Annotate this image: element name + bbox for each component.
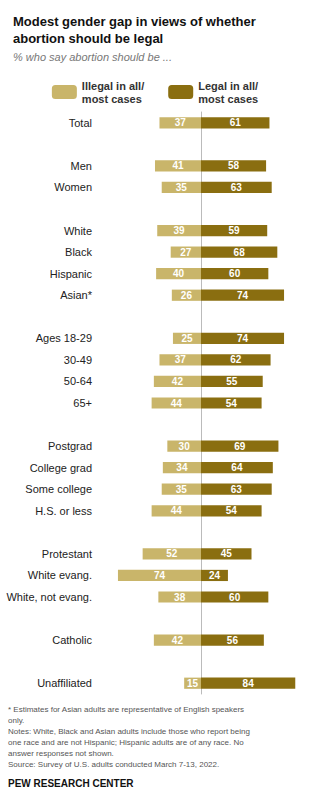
svg-text:College grad: College grad	[30, 462, 92, 474]
svg-text:Asian*: Asian*	[60, 289, 93, 301]
svg-text:35: 35	[176, 182, 188, 193]
svg-text:54: 54	[226, 505, 238, 516]
svg-text:Source: Survey of U.S. adults: Source: Survey of U.S. adults conducted …	[8, 760, 219, 769]
svg-text:30: 30	[179, 441, 191, 452]
svg-text:Some college: Some college	[25, 483, 92, 495]
svg-text:PEW RESEARCH CENTER: PEW RESEARCH CENTER	[8, 778, 134, 789]
svg-text:63: 63	[231, 182, 243, 193]
svg-text:39: 39	[174, 225, 186, 236]
svg-text:26: 26	[181, 290, 193, 301]
svg-text:Hispanic: Hispanic	[50, 268, 93, 280]
svg-text:58: 58	[228, 160, 240, 171]
svg-text:42: 42	[172, 376, 184, 387]
svg-text:74: 74	[154, 570, 166, 581]
svg-text:only.: only.	[8, 716, 24, 725]
svg-text:H.S. or less: H.S. or less	[35, 505, 92, 517]
svg-text:40: 40	[173, 268, 185, 279]
svg-text:68: 68	[234, 247, 246, 258]
svg-text:44: 44	[171, 398, 183, 409]
svg-text:27: 27	[180, 247, 192, 258]
svg-text:38: 38	[174, 592, 186, 603]
svg-text:60: 60	[229, 592, 241, 603]
svg-text:44: 44	[171, 505, 183, 516]
svg-text:25: 25	[181, 333, 193, 344]
svg-text:abortion should be legal: abortion should be legal	[13, 31, 163, 46]
svg-text:Black: Black	[65, 246, 92, 258]
svg-text:50-64: 50-64	[64, 375, 92, 387]
svg-text:35: 35	[176, 484, 188, 495]
svg-text:White evang.: White evang.	[28, 569, 92, 581]
svg-text:Catholic: Catholic	[52, 634, 92, 646]
svg-text:Legal in all/: Legal in all/	[198, 80, 258, 92]
svg-text:37: 37	[175, 117, 187, 128]
svg-text:one race and are not Hispanic;: one race and are not Hispanic; Hispanic …	[8, 738, 244, 747]
svg-text:62: 62	[230, 354, 242, 365]
svg-text:White: White	[64, 225, 92, 237]
svg-text:64: 64	[231, 462, 243, 473]
svg-text:59: 59	[229, 225, 241, 236]
svg-text:65+: 65+	[73, 397, 92, 409]
svg-text:52: 52	[166, 548, 178, 559]
svg-text:Total: Total	[69, 117, 92, 129]
svg-text:Unaffiliated: Unaffiliated	[37, 677, 92, 689]
svg-text:56: 56	[227, 635, 239, 646]
svg-text:Women: Women	[54, 181, 92, 193]
svg-text:42: 42	[172, 635, 184, 646]
svg-text:Notes: White, Black and Asian: Notes: White, Black and Asian adults inc…	[8, 727, 250, 736]
svg-text:15: 15	[187, 678, 199, 689]
svg-text:60: 60	[229, 268, 241, 279]
svg-text:34: 34	[176, 462, 188, 473]
svg-text:Illegal in all/: Illegal in all/	[82, 80, 144, 92]
svg-text:30-49: 30-49	[64, 354, 92, 366]
svg-text:74: 74	[237, 333, 249, 344]
svg-text:answer responses not shown.: answer responses not shown.	[8, 749, 114, 758]
svg-text:69: 69	[234, 441, 246, 452]
svg-text:* Estimates for Asian adults a: * Estimates for Asian adults are represe…	[8, 705, 244, 714]
svg-text:% who say abortion should be .: % who say abortion should be ...	[13, 51, 172, 63]
svg-text:Ages 18-29: Ages 18-29	[36, 332, 92, 344]
svg-text:41: 41	[172, 160, 184, 171]
svg-text:Men: Men	[71, 160, 92, 172]
svg-text:74: 74	[237, 290, 249, 301]
svg-text:63: 63	[231, 484, 243, 495]
svg-text:45: 45	[221, 548, 233, 559]
svg-text:55: 55	[226, 376, 238, 387]
svg-text:most cases: most cases	[82, 93, 142, 105]
svg-text:61: 61	[230, 117, 242, 128]
svg-text:Modest gender gap in views of: Modest gender gap in views of whether	[13, 14, 259, 29]
svg-text:84: 84	[243, 678, 255, 689]
svg-text:24: 24	[209, 570, 221, 581]
svg-text:White, not evang.: White, not evang.	[6, 591, 92, 603]
svg-text:54: 54	[226, 398, 238, 409]
svg-text:most cases: most cases	[198, 93, 258, 105]
svg-text:Protestant: Protestant	[42, 548, 92, 560]
svg-text:Postgrad: Postgrad	[48, 440, 92, 452]
svg-text:37: 37	[175, 354, 187, 365]
